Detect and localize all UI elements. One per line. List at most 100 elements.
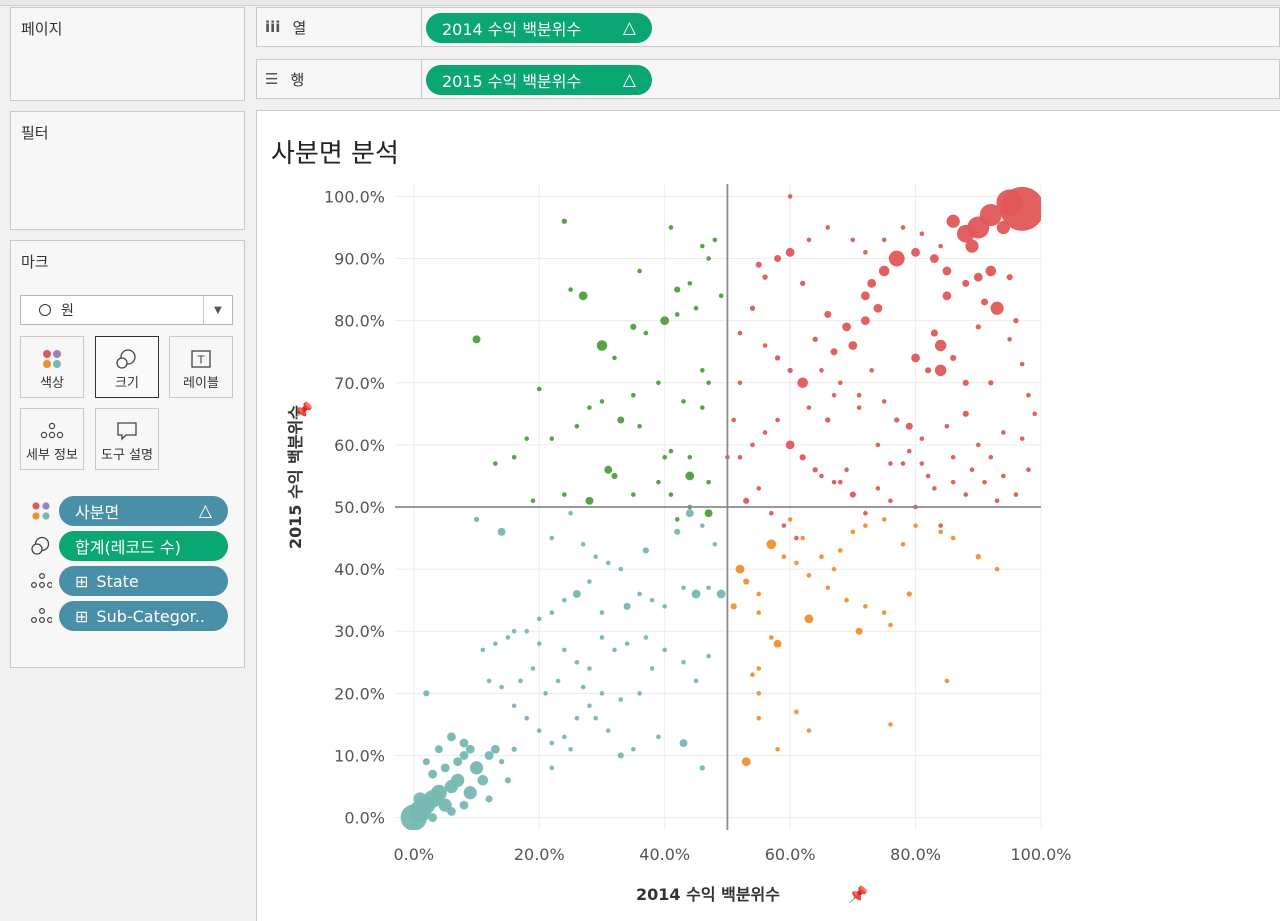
data-point-green[interactable] (693, 305, 699, 311)
data-point-green[interactable] (587, 405, 592, 410)
data-point-teal[interactable] (568, 746, 573, 752)
data-point-red[interactable] (860, 291, 870, 301)
data-point-green[interactable] (656, 479, 661, 485)
data-point-orange[interactable] (730, 603, 737, 610)
data-point-teal[interactable] (716, 589, 726, 599)
data-point-red[interactable] (962, 410, 969, 417)
data-point-teal[interactable] (580, 684, 586, 690)
data-point-teal[interactable] (681, 585, 686, 591)
data-point-orange[interactable] (735, 564, 745, 574)
data-point-teal[interactable] (480, 647, 486, 653)
columns-pill[interactable]: 2014 수익 백분위수 △ (426, 13, 652, 43)
data-point-green[interactable] (568, 287, 573, 292)
data-point-green[interactable] (630, 323, 637, 330)
data-point-teal[interactable] (423, 690, 430, 697)
data-point-green[interactable] (637, 268, 642, 274)
data-point-red[interactable] (762, 430, 768, 435)
data-point-orange[interactable] (775, 746, 780, 752)
data-point-teal[interactable] (486, 678, 492, 684)
data-point-teal[interactable] (605, 560, 611, 566)
detail-button[interactable]: 세부 정보 (20, 408, 84, 470)
data-point-red[interactable] (750, 442, 755, 448)
data-point-red[interactable] (812, 467, 818, 473)
data-point-green[interactable] (674, 286, 681, 293)
data-point-orange[interactable] (975, 554, 981, 560)
data-point-teal[interactable] (587, 666, 592, 671)
data-point-red[interactable] (969, 467, 975, 473)
data-point-teal[interactable] (593, 715, 598, 721)
data-point-red[interactable] (996, 189, 1023, 216)
data-point-teal[interactable] (524, 628, 530, 634)
data-point-green[interactable] (511, 455, 517, 460)
data-point-green[interactable] (700, 243, 705, 249)
data-point-red[interactable] (755, 261, 762, 268)
data-point-green[interactable] (493, 461, 498, 466)
data-point-red[interactable] (838, 380, 843, 386)
data-point-green[interactable] (596, 340, 608, 351)
data-point-red[interactable] (1013, 318, 1019, 324)
data-point-orange[interactable] (756, 691, 762, 696)
data-point-orange[interactable] (819, 554, 824, 559)
data-point-red[interactable] (737, 380, 743, 386)
data-point-orange[interactable] (825, 585, 831, 591)
data-point-teal[interactable] (662, 604, 667, 609)
data-point-red[interactable] (973, 272, 983, 282)
data-point-teal[interactable] (485, 795, 493, 803)
data-point-orange[interactable] (888, 722, 893, 727)
data-point-red[interactable] (875, 442, 881, 448)
data-point-teal[interactable] (712, 541, 718, 547)
data-point-orange[interactable] (794, 560, 799, 566)
data-point-red[interactable] (988, 455, 994, 460)
data-point-red[interactable] (856, 392, 862, 398)
data-point-red[interactable] (881, 399, 887, 404)
data-point-orange[interactable] (769, 635, 774, 640)
data-point-red[interactable] (981, 298, 989, 306)
data-point-red[interactable] (749, 305, 756, 311)
data-point-green[interactable] (674, 517, 680, 522)
data-point-orange[interactable] (888, 622, 893, 628)
data-point-teal[interactable] (599, 610, 605, 615)
data-point-red[interactable] (824, 310, 832, 318)
data-point-red[interactable] (762, 274, 768, 280)
data-point-green[interactable] (524, 436, 530, 441)
data-point-red[interactable] (929, 254, 939, 263)
data-point-red[interactable] (794, 535, 799, 541)
data-point-green[interactable] (668, 492, 674, 497)
data-point-red[interactable] (731, 417, 736, 423)
data-point-red[interactable] (975, 442, 981, 448)
data-point-green[interactable] (604, 465, 613, 474)
data-point-red[interactable] (919, 461, 925, 466)
data-point-teal[interactable] (505, 635, 511, 640)
data-point-green[interactable] (668, 225, 674, 230)
data-point-red[interactable] (996, 220, 1010, 235)
data-point-red[interactable] (869, 368, 874, 373)
data-point-red[interactable] (944, 423, 950, 429)
data-point-red[interactable] (1006, 274, 1013, 281)
data-point-red[interactable] (863, 250, 868, 255)
data-point-red[interactable] (774, 255, 782, 263)
data-point-red[interactable] (946, 214, 960, 228)
data-point-red[interactable] (934, 364, 947, 377)
data-point-teal[interactable] (691, 589, 701, 599)
quadrant-color-pill[interactable]: 사분면 △ (59, 496, 228, 526)
data-point-green[interactable] (700, 405, 705, 410)
data-point-red[interactable] (1007, 336, 1012, 342)
data-point-teal[interactable] (518, 678, 523, 684)
data-point-red[interactable] (830, 348, 838, 356)
data-point-teal[interactable] (699, 765, 705, 771)
data-point-red[interactable] (781, 523, 787, 528)
data-point-red[interactable] (962, 379, 969, 386)
data-point-red[interactable] (956, 224, 975, 243)
data-point-red[interactable] (942, 266, 952, 276)
data-point-teal[interactable] (498, 759, 505, 765)
data-point-orange[interactable] (756, 666, 762, 671)
data-point-teal[interactable] (440, 763, 450, 773)
data-point-red[interactable] (831, 392, 837, 398)
data-point-teal[interactable] (612, 647, 617, 653)
data-point-red[interactable] (930, 329, 938, 337)
data-point-teal[interactable] (434, 745, 443, 754)
data-point-red[interactable] (769, 510, 774, 516)
data-point-orange[interactable] (881, 517, 887, 522)
data-point-teal[interactable] (430, 784, 447, 801)
data-point-teal[interactable] (447, 732, 456, 742)
